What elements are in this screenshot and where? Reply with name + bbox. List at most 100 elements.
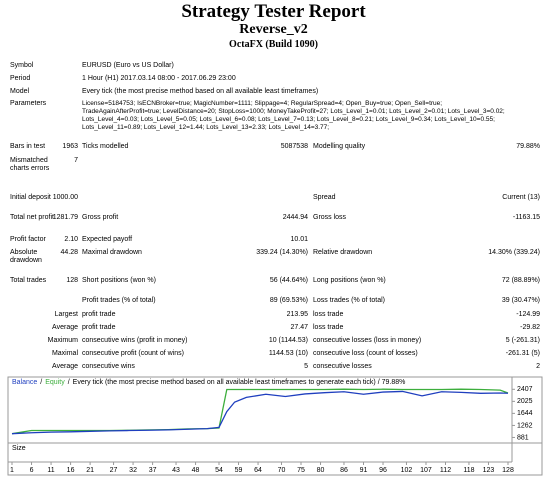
col3-value: 39 (30.47%) xyxy=(501,297,540,304)
x-tick-label: 64 xyxy=(254,467,262,474)
col3-label: consecutive loss (count of losses) xyxy=(313,350,418,357)
y-tick-label: 1644 xyxy=(517,410,533,417)
x-tick-label: 48 xyxy=(192,467,200,474)
report-title: Strategy Tester Report xyxy=(181,1,366,22)
broker: OctaFX (Build 1090) xyxy=(229,39,318,50)
row-label: Bars in test xyxy=(10,143,46,150)
legend-entry: / xyxy=(68,379,70,386)
row-label: Period xyxy=(10,75,31,82)
col3-label: Gross loss xyxy=(313,214,347,221)
col3-value: -29.82 xyxy=(520,324,540,331)
legend-entry: Balance xyxy=(12,379,37,386)
x-tick-label: 27 xyxy=(110,467,118,474)
x-tick-label: 37 xyxy=(149,467,157,474)
row-value: Maximal xyxy=(51,350,78,357)
col3-value: -124.99 xyxy=(516,311,540,318)
x-tick-label: 102 xyxy=(401,467,413,474)
col3-label: Loss trades (% of total) xyxy=(313,297,385,304)
row-value: 2.10 xyxy=(64,236,78,243)
legend-entry: Equity xyxy=(45,379,65,386)
x-tick-label: 11 xyxy=(47,467,54,474)
col2-label: Maximal drawdown xyxy=(82,249,142,256)
x-tick-label: 32 xyxy=(129,467,137,474)
col3-label: consecutive losses (loss in money) xyxy=(313,337,422,344)
row-text: 1 Hour (H1) 2017.03.14 08:00 - 2017.06.2… xyxy=(82,75,236,82)
row-value: Maximum xyxy=(47,337,78,344)
y-tick-label: 1262 xyxy=(517,422,533,429)
param-line: TradeAgainAfterProfit=true; LevelDistanc… xyxy=(82,108,505,115)
col2-value: 27.47 xyxy=(290,324,308,331)
x-tick-label: 21 xyxy=(86,467,94,474)
col2-value: 5087538 xyxy=(280,143,308,150)
row-value: 128 xyxy=(66,277,78,284)
col2-value: 339.24 (14.30%) xyxy=(256,249,308,256)
col2-value: 56 (44.64%) xyxy=(269,277,308,284)
col3-value: 72 (88.89%) xyxy=(501,277,540,284)
row-label: Total trades xyxy=(10,277,47,284)
param-line: Lots_Level_11=0.89; Lots_Level_12=1.44; … xyxy=(82,124,330,131)
row-value: Largest xyxy=(54,311,78,318)
row-value: Average xyxy=(52,324,78,331)
x-tick-label: 6 xyxy=(30,467,34,474)
x-tick-label: 91 xyxy=(360,467,368,474)
col2-label: Ticks modelled xyxy=(82,143,129,150)
row-label: Profit factor xyxy=(10,236,46,243)
row-label: Mismatched charts errors xyxy=(10,157,50,172)
x-tick-label: 80 xyxy=(317,467,325,474)
legend-entry: Every tick (the most precise method base… xyxy=(73,379,406,386)
col3-value: Current (13) xyxy=(502,194,540,201)
param-line: Lots_Level_4=0.03; Lots_Level_5=0.05; Lo… xyxy=(82,116,495,123)
x-tick-label: 59 xyxy=(235,467,243,474)
col2-label: Gross profit xyxy=(82,214,119,221)
col2-value: 213.95 xyxy=(286,311,308,318)
col3-value: 2 xyxy=(536,363,540,370)
x-tick-label: 107 xyxy=(420,467,432,474)
row-label: Parameters xyxy=(10,100,47,107)
col2-value: 10 (1144.53) xyxy=(268,337,308,344)
col2-label: Short positions (won %) xyxy=(82,277,156,284)
row-label: Symbol xyxy=(10,62,34,69)
x-tick-label: 16 xyxy=(67,467,75,474)
legend-entry: / xyxy=(40,379,42,386)
col3-label: loss trade xyxy=(313,311,344,318)
col3-label: Long positions (won %) xyxy=(313,277,386,284)
col3-label: consecutive losses xyxy=(313,363,372,370)
col2-label: Expected payoff xyxy=(82,236,133,243)
col3-label: loss trade xyxy=(313,324,344,331)
y-tick-label: 2025 xyxy=(517,398,533,405)
row-value: 1963 xyxy=(62,143,78,150)
x-tick-label: 43 xyxy=(172,467,180,474)
size-label: Size xyxy=(12,445,26,452)
row-text: Every tick (the most precise method base… xyxy=(82,88,319,95)
row-value: 44.28 xyxy=(60,249,78,256)
col3-label: Relative drawdown xyxy=(313,249,373,256)
param-line: License=5184753; IsECNBroker=true; Magic… xyxy=(82,100,443,107)
report-subtitle: Reverse_v2 xyxy=(239,22,308,37)
col3-value: 14.30% (339.24) xyxy=(488,249,540,256)
row-value: 1000.00 xyxy=(52,194,78,201)
col2-value: 5 xyxy=(304,363,308,370)
row-value: 7 xyxy=(74,157,78,164)
col3-value: 5 (-261.31) xyxy=(505,337,540,344)
col3-label: Spread xyxy=(313,194,336,201)
x-tick-label: 75 xyxy=(297,467,305,474)
row-text: EURUSD (Euro vs US Dollar) xyxy=(82,62,174,69)
row-value: Average xyxy=(52,363,78,370)
x-tick-label: 118 xyxy=(463,467,474,474)
row-value: 1281.79 xyxy=(52,214,78,221)
col2-label: consecutive wins xyxy=(82,363,135,370)
y-tick-label: 2407 xyxy=(517,386,533,393)
col2-label: profit trade xyxy=(82,324,116,331)
x-tick-label: 1 xyxy=(10,467,14,474)
row-label: Total net profit xyxy=(10,214,54,221)
col2-label: Profit trades (% of total) xyxy=(82,297,156,304)
col2-label: profit trade xyxy=(82,311,116,318)
col2-label: consecutive wins (profit in money) xyxy=(82,337,188,344)
row-label: Initial deposit xyxy=(10,194,51,201)
row-label: Model xyxy=(10,88,30,95)
col2-value: 2444.94 xyxy=(282,214,308,221)
row-label: Absolute drawdown xyxy=(10,249,42,264)
col2-value: 10.01 xyxy=(290,236,308,243)
